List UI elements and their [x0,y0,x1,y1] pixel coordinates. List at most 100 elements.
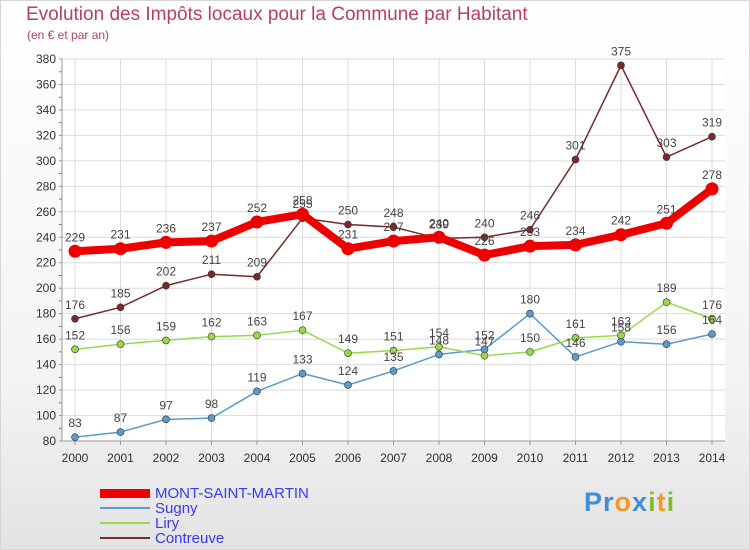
data-point-mont-saint-martin [705,182,719,196]
data-label-sugny: 98 [205,397,219,411]
data-label-sugny: 124 [338,364,358,378]
data-point-liry [253,331,261,340]
y-tick-label: 160 [36,332,56,346]
data-point-sugny [526,309,534,318]
chart-subtitle: (en € et par an) [27,28,110,42]
data-label-contreuve: 209 [247,256,267,270]
data-point-mont-saint-martin [478,248,491,262]
data-point-contreuve [389,223,398,231]
data-label-liry: 149 [338,332,358,346]
y-tick-label: 360 [36,77,56,91]
data-label-liry: 163 [611,314,631,328]
data-point-sugny [708,330,716,338]
y-tick-label: 280 [36,179,56,193]
legend-label: Liry [155,514,180,532]
data-label-sugny: 146 [565,336,585,350]
data-point-liry [344,349,352,357]
data-label-sugny: 83 [68,416,82,430]
legend-label: Contreuve [155,529,225,547]
legend-swatch [100,522,150,524]
data-label-mont-saint-martin: 240 [429,216,449,230]
data-label-liry: 161 [565,317,585,331]
data-point-contreuve [526,225,534,234]
data-point-contreuve [162,281,170,290]
data-label-contreuve: 176 [65,298,85,312]
data-label-liry: 150 [520,331,540,345]
data-label-contreuve: 250 [338,204,358,218]
data-label-sugny: 164 [702,313,722,327]
x-tick-label: 2014 [699,451,726,465]
y-tick-label: 180 [36,307,56,321]
data-point-mont-saint-martin [387,234,400,248]
data-point-liry [617,331,625,340]
data-point-mont-saint-martin [341,242,355,256]
logo-letter: o [614,487,633,517]
x-tick-label: 2003 [198,451,225,465]
y-tick-label: 120 [36,383,56,397]
data-label-mont-saint-martin: 231 [110,228,130,242]
data-label-liry: 154 [429,326,449,340]
data-point-sugny [662,340,671,349]
data-point-mont-saint-martin [614,228,628,242]
y-tick-label: 380 [36,52,56,66]
data-label-sugny: 156 [656,323,676,337]
y-tick-label: 300 [36,154,56,168]
x-tick-label: 2008 [426,451,453,465]
chart-title: Evolution des Impôts locaux pour la Comm… [26,4,528,25]
data-label-mont-saint-martin: 251 [656,202,676,216]
data-label-sugny: 87 [114,411,128,425]
y-tick-label: 240 [36,230,56,244]
x-tick-label: 2013 [653,451,680,465]
data-point-contreuve [71,314,79,323]
data-point-mont-saint-martin [569,238,582,252]
y-tick-label: 340 [36,103,56,117]
logo-letter: t [656,487,667,517]
data-label-sugny: 180 [520,293,540,307]
data-label-mont-saint-martin: 278 [702,168,722,182]
data-point-contreuve [571,155,580,164]
y-tick-label: 320 [36,128,56,142]
data-label-contreuve: 301 [565,139,585,153]
data-label-liry: 163 [247,314,267,328]
data-point-mont-saint-martin [296,207,309,221]
x-tick-label: 2011 [563,451,589,465]
data-label-mont-saint-martin: 237 [201,220,221,234]
data-point-mont-saint-martin [205,234,218,248]
data-point-mont-saint-martin [68,244,82,258]
legend-swatch [100,537,150,539]
data-point-contreuve [207,270,216,278]
data-label-contreuve: 303 [656,136,676,150]
data-label-mont-saint-martin: 236 [156,221,176,235]
legend-label: MONT-SAINT-MARTIN [155,484,309,502]
x-tick-label: 2004 [244,451,271,465]
x-tick-label: 2010 [517,451,544,465]
data-point-liry [571,334,580,342]
data-point-sugny [207,414,216,422]
logo-letter: i [666,487,676,517]
data-point-liry [298,326,307,335]
data-label-liry: 176 [702,298,722,312]
y-tick-label: 260 [36,205,56,219]
legend-swatch [100,488,150,498]
data-point-contreuve [480,233,489,242]
data-label-mont-saint-martin: 231 [338,228,358,242]
data-label-sugny: 148 [429,333,449,347]
data-point-sugny [298,369,307,378]
data-point-liry [71,345,79,354]
data-point-liry [480,351,489,360]
data-label-contreuve: 185 [110,286,130,300]
x-tick-label: 2001 [107,451,134,465]
x-tick-label: 2012 [608,451,635,465]
data-label-sugny: 135 [383,350,403,364]
proxiti-logo: Proxiti [584,487,675,518]
data-point-mont-saint-martin [660,216,673,230]
data-label-sugny: 119 [247,370,266,384]
data-point-sugny [571,353,580,361]
data-label-liry: 152 [65,328,85,342]
data-label-liry: 159 [156,319,176,333]
data-point-sugny [253,387,261,396]
data-point-liry [207,332,216,341]
data-label-contreuve: 211 [202,253,221,267]
logo-letter: i [648,487,657,517]
data-label-liry: 189 [656,281,676,295]
